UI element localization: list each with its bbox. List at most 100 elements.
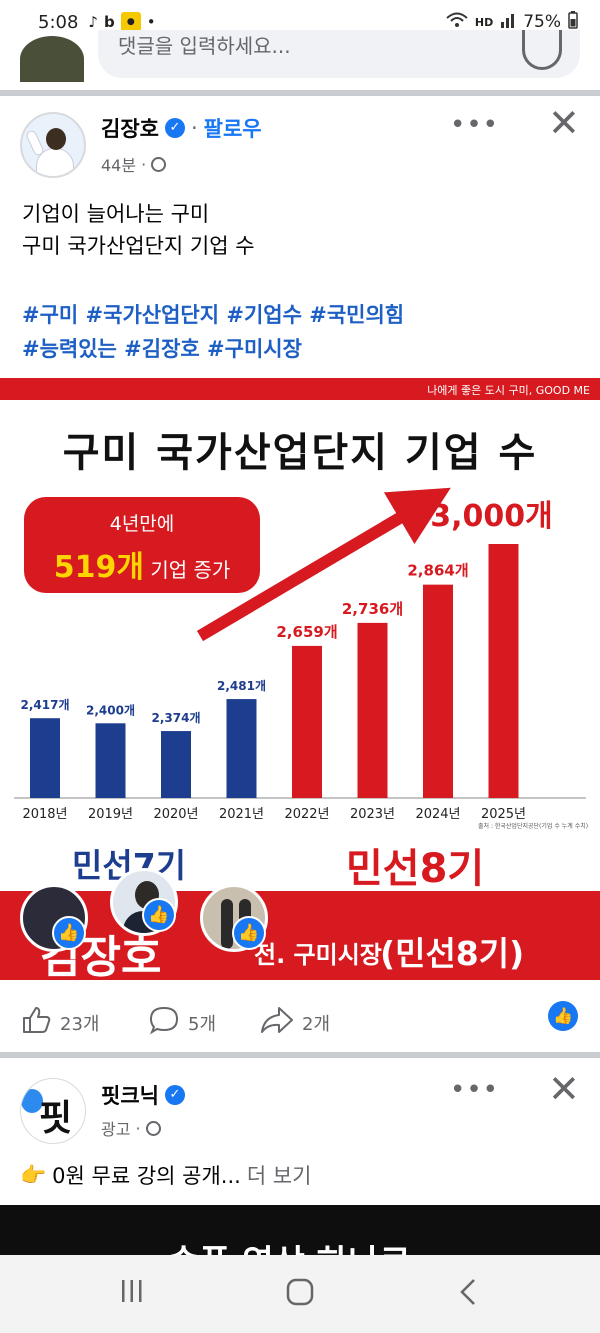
growth-badge: 4년만에 519개 기업 증가 <box>24 497 260 593</box>
status-time: 5:08 <box>38 11 79 33</box>
ad-logo-glyph: 핏 <box>39 1098 73 1139</box>
bar-value-label: 2,659개 <box>276 623 337 641</box>
verified-badge-icon: ✓ <box>164 118 185 138</box>
meta-separator: · <box>135 1118 141 1138</box>
like-badge-icon: 👍 <box>52 916 86 950</box>
comment-placeholder: 댓글을 입력하세요... <box>118 34 291 58</box>
bar-2024년 <box>423 584 453 798</box>
bar-2022년 <box>292 645 322 798</box>
feed-divider <box>0 1052 600 1058</box>
author-avatar[interactable] <box>20 112 86 178</box>
share-icon <box>260 1004 294 1041</box>
separator-dot: · <box>190 116 198 140</box>
post-body: 기업이 늘어나는 구미 구미 국가산업단지 기업 수 <box>22 198 255 262</box>
post-meta: 44분 · <box>101 152 167 176</box>
home-button[interactable] <box>285 1277 315 1315</box>
pointing-hand-icon: 👉 <box>20 1162 47 1187</box>
bar-chart: 2018년 2,417개 2019년 2,400개 2020년 2,374개 2021년 2,… <box>14 487 586 822</box>
meta-separator: · <box>141 154 147 174</box>
chart-title: 구미 국가산업단지 기업 수 <box>62 430 538 476</box>
author-name[interactable]: 김장호 <box>101 117 159 141</box>
ad-meta: 광고 · <box>101 1116 161 1140</box>
ad-avatar[interactable]: 핏 <box>20 1078 86 1144</box>
x-tick-label: 2024년 <box>415 807 460 822</box>
bar-2021년 <box>226 699 257 798</box>
ad-image[interactable]: 숏폼 영상 하나로 <box>0 1205 600 1255</box>
follow-button[interactable]: 팔로우 <box>203 117 262 141</box>
share-button[interactable]: 2개 <box>260 1004 330 1041</box>
comment-button[interactable]: 5개 <box>148 1004 216 1041</box>
emoji-icon[interactable] <box>522 30 562 70</box>
hashtags[interactable]: #구미 #국가산업단지 #기업수 #국민의힘 #능력있는 #김장호 #구미시장 <box>22 298 404 366</box>
notification-icons: ♪ b ● • <box>88 12 156 32</box>
image-top-bar: 나에게 좋은 도시 구미, GOOD ME <box>0 378 600 400</box>
post-text-line: 구미 국가산업단지 기업 수 <box>22 234 255 258</box>
system-nav-bar <box>0 1255 600 1333</box>
x-tick-label: 2019년 <box>88 807 133 822</box>
bar-value-label: 2,417개 <box>21 698 70 712</box>
bar-value-label: 2,864개 <box>407 562 468 580</box>
back-button[interactable] <box>456 1277 480 1315</box>
globe-icon <box>151 156 167 172</box>
bar-value-label: 2,481개 <box>217 679 266 693</box>
ad-label: 광고 <box>101 1120 131 1139</box>
share-count: 2개 <box>302 1013 331 1035</box>
badge-rest: 기업 증가 <box>150 558 231 582</box>
badge-line2: 519개 기업 증가 <box>24 542 260 586</box>
ad-image-text: 숏폼 영상 하나로 <box>168 1235 411 1255</box>
bar-2019년 <box>95 723 126 798</box>
badge-line1: 4년만에 <box>109 513 175 535</box>
hashtag-line[interactable]: #구미 #국가산업단지 #기업수 #국민의힘 <box>22 303 405 327</box>
banner-term: (민선8기) <box>380 934 525 973</box>
like-icon <box>20 1004 52 1041</box>
bar-2023년 <box>357 622 388 798</box>
like-button[interactable]: 23개 <box>20 1004 99 1041</box>
growth-arrow <box>196 487 451 642</box>
status-right: HD 75% <box>446 10 578 34</box>
chart-source: 출처 : 한국산업단지공단(기업 수 누계 수치) <box>478 823 589 830</box>
comment-bar: 댓글을 입력하세요... <box>0 30 600 88</box>
image-tagline: 나에게 좋은 도시 구미, GOOD ME <box>427 384 590 397</box>
comment-count: 5개 <box>188 1013 217 1035</box>
hashtag-line[interactable]: #능력있는 #김장호 #구미시장 <box>22 337 302 361</box>
globe-icon <box>145 1120 161 1136</box>
bar-value-label: 2,374개 <box>152 711 201 725</box>
post-image[interactable]: 나에게 좋은 도시 구미, GOOD ME 구미 국가산업단지 기업 수 201… <box>0 378 600 980</box>
close-post-button[interactable]: ✕ <box>548 101 580 145</box>
ad-close-button[interactable]: ✕ <box>548 1067 580 1111</box>
term-8-label: 민선8기 <box>346 846 485 892</box>
hd-voice-label: HD <box>474 15 494 29</box>
x-tick-label: 2025년 <box>481 807 526 822</box>
ad-more-options-button[interactable]: ••• <box>450 1075 500 1105</box>
signal-icon <box>500 12 516 33</box>
recent-apps-button[interactable] <box>118 1277 146 1313</box>
post-actions: 23개 5개 2개 👍 <box>0 998 600 1042</box>
ad-text-body: 0원 무료 강의 공개... <box>52 1164 241 1188</box>
status-bar: 5:08 ♪ b ● • HD 75% <box>0 0 600 44</box>
verified-badge-icon: ✓ <box>164 1085 185 1105</box>
banner-role: 전. 구미시장 <box>254 941 382 969</box>
ad-name-line: 핏크닉 ✓ <box>101 1080 185 1110</box>
battery-percent: 75% <box>523 12 561 32</box>
user-avatar[interactable] <box>20 36 84 82</box>
bar-2025년 <box>488 544 519 798</box>
feed-divider <box>0 90 600 96</box>
bar-value-label: 2,400개 <box>86 703 135 717</box>
like-reaction-icon[interactable]: 👍 <box>548 1001 578 1031</box>
x-tick-label: 2023년 <box>350 807 395 822</box>
comment-input[interactable]: 댓글을 입력하세요... <box>98 30 580 78</box>
post-time[interactable]: 44분 <box>101 156 137 175</box>
battery-icon <box>568 10 578 34</box>
see-more-link[interactable]: 더 보기 <box>246 1164 312 1188</box>
more-options-button[interactable]: ••• <box>450 110 500 140</box>
tiktok-icon: ♪ <box>88 13 98 31</box>
final-value-label: 3,000개 <box>430 499 553 534</box>
ad-text: 👉 0원 무료 강의 공개... 더 보기 <box>20 1160 311 1190</box>
yellow-app-icon: ● <box>120 12 141 32</box>
like-count: 23개 <box>60 1013 100 1035</box>
ad-name[interactable]: 핏크닉 <box>101 1084 159 1108</box>
reactor-3-figure <box>221 899 233 949</box>
avatar-head <box>46 128 66 150</box>
avatar-body <box>36 148 74 176</box>
